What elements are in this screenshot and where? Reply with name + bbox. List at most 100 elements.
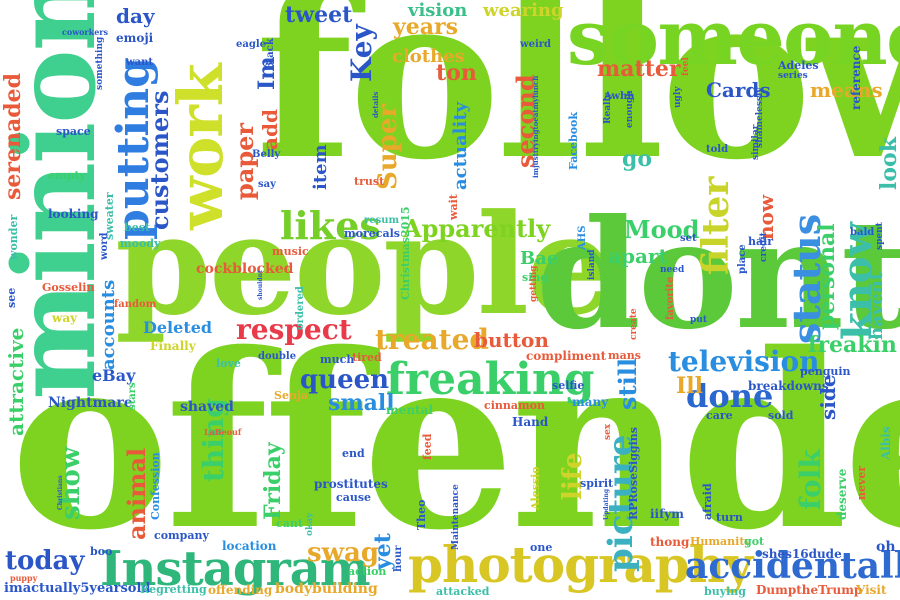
word-sing: sing — [522, 271, 549, 284]
word-location: location — [222, 539, 277, 553]
word-double: double — [258, 351, 297, 362]
word-bae: Bae — [520, 248, 559, 269]
word-coworkers: coworkers — [62, 27, 108, 37]
word-respect: respect — [236, 313, 352, 346]
word-confession: Confession — [149, 452, 162, 520]
word-feed: feed — [421, 433, 434, 460]
word-means: means — [810, 78, 883, 102]
word-senja: Senja — [274, 389, 309, 402]
word-moody: moody — [120, 237, 161, 250]
word-gosselin: Gosselin — [42, 281, 95, 294]
word-queen: queen — [300, 365, 390, 395]
word-wonder: wonder — [7, 214, 20, 260]
word-want: want — [126, 57, 153, 68]
word-turn: turn — [716, 511, 743, 524]
word-item: item — [310, 144, 331, 190]
word-done: done — [686, 377, 774, 415]
word-cant: cant — [276, 517, 303, 530]
word-ton: ton — [436, 60, 477, 86]
word-series: series — [778, 71, 808, 81]
word-ugly: ugly — [673, 86, 683, 109]
word-small: small — [328, 390, 395, 416]
word-eagle: eagle — [236, 39, 266, 50]
word-penguin: penguin — [800, 365, 851, 378]
word-years: years — [393, 14, 459, 40]
word-visit: Visit — [856, 583, 887, 597]
word-christians: Christians — [57, 475, 64, 510]
word-credit: credit — [759, 232, 769, 262]
word-vision: vision — [408, 0, 468, 21]
word-afraid: afraid — [701, 483, 714, 520]
word-tweet: tweet — [285, 2, 353, 28]
word-ebay: eBay — [92, 366, 136, 385]
word-empty: empty — [48, 169, 86, 182]
word-fandom: fandom — [114, 299, 157, 310]
word-key: Key — [345, 24, 378, 82]
word-today: today — [5, 546, 85, 576]
word-belly: Belly — [252, 149, 281, 160]
word-island: island — [587, 249, 597, 280]
word-people: people — [115, 183, 614, 346]
word-love: love — [216, 357, 241, 370]
word-sex: sex — [603, 423, 613, 440]
word-dumpthetrump: DumptheTrump — [756, 583, 863, 597]
word-follow: follow — [255, 0, 900, 210]
word-nightmare: Nightmare — [48, 395, 133, 411]
word-deserve: deserve — [835, 468, 849, 520]
word-dont: dont — [536, 187, 900, 363]
word-end: end — [342, 447, 365, 460]
word-freakin: freakin — [808, 332, 897, 358]
word-see: see — [5, 287, 18, 308]
word-thong: thong — [650, 535, 690, 549]
word-christmas2015: Christmas2015 — [399, 206, 412, 300]
word-hair: hair — [748, 235, 774, 248]
word-shamelessly: shamelessly — [755, 87, 765, 148]
word-ill: Ill — [676, 373, 704, 399]
word-tired: tired — [352, 351, 382, 364]
word-black: Black — [265, 38, 276, 70]
word-got: got — [744, 535, 765, 548]
word-puppy: puppy — [10, 573, 38, 583]
word-much: much — [320, 353, 355, 366]
word-imactually5yearsold: imactually5yearsold — [4, 581, 151, 596]
word-something: something — [95, 36, 105, 90]
word-instagram: Instagram — [100, 541, 371, 597]
word-iifym: iifym — [650, 507, 684, 521]
word-accounts: accounts — [98, 279, 119, 370]
word-shaved: shaved — [180, 399, 234, 415]
word-set: set — [680, 233, 697, 244]
word-many: many — [572, 395, 609, 409]
word-best: best — [124, 221, 150, 234]
word-facebook: Facebook — [567, 111, 580, 170]
word-swag: swag — [307, 538, 380, 568]
word-paper: paper — [230, 122, 259, 200]
word-selfie: selfie — [552, 379, 585, 392]
word-mood: Mood — [624, 215, 700, 244]
word-button: button — [474, 328, 549, 352]
word-spirit: spirit — [580, 477, 614, 490]
word-likes: likes — [280, 203, 381, 248]
word-folk: folk — [794, 449, 827, 510]
word-ordered: ordered — [295, 286, 306, 330]
word-music: music — [272, 245, 309, 258]
word-work: work — [164, 64, 237, 230]
word-trust: trust — [354, 175, 385, 188]
word-looking: looking — [48, 207, 99, 221]
word-space: space — [56, 125, 91, 138]
word-someone: someone — [567, 0, 900, 82]
word-need: need — [660, 265, 685, 275]
word-look: look — [876, 137, 900, 190]
word-deleted: Deleted — [143, 318, 213, 337]
word-told: told — [706, 144, 729, 155]
word-resum: resum — [364, 215, 400, 226]
word-humanity: Humanity — [690, 535, 751, 548]
word-emoji: emoji — [116, 31, 154, 45]
word-shouldnt: shouldnt — [257, 270, 264, 300]
word-shes16dude: shes16dude — [762, 547, 842, 561]
word-clothes: clothes — [392, 46, 465, 67]
word-personal: personal — [814, 223, 840, 330]
word-reference: reference — [849, 45, 863, 110]
word-cockblocked: cockblocked — [196, 261, 294, 277]
word-favorite: favorite — [665, 276, 676, 320]
word-photography: photography — [408, 535, 753, 594]
